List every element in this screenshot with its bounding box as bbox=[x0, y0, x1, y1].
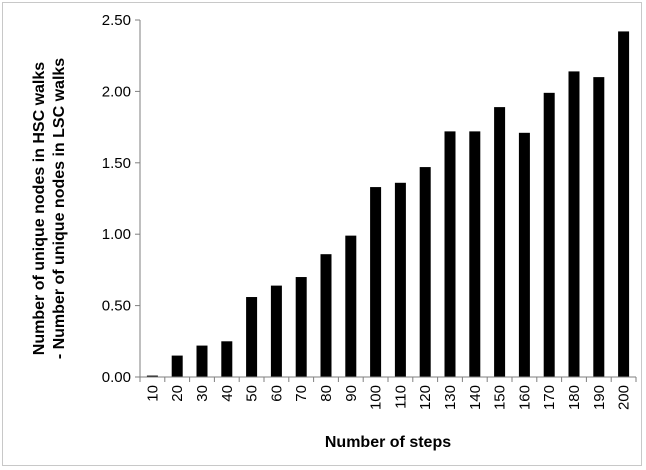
x-tick-label: 140 bbox=[467, 385, 484, 410]
x-tick-label: 90 bbox=[343, 385, 360, 402]
x-tick-label: 70 bbox=[293, 385, 310, 402]
bar-160 bbox=[518, 132, 530, 377]
x-tick-label: 10 bbox=[144, 385, 161, 402]
bar-40 bbox=[221, 341, 233, 377]
x-tick-label: 40 bbox=[219, 385, 236, 402]
x-tick-label: 60 bbox=[268, 385, 285, 402]
x-tick-label: 150 bbox=[492, 385, 509, 410]
x-tick-label: 180 bbox=[566, 385, 583, 410]
y-tick-label: 2.50 bbox=[102, 12, 131, 29]
bar-80 bbox=[320, 254, 332, 377]
y-tick-label: 1.50 bbox=[102, 155, 131, 172]
bar-20 bbox=[171, 355, 183, 377]
y-tick-label: 0.50 bbox=[102, 298, 131, 315]
bar-190 bbox=[593, 77, 605, 378]
y-tick-label: 2.00 bbox=[102, 83, 131, 100]
x-tick-label: 130 bbox=[442, 385, 459, 410]
x-tick-label: 120 bbox=[417, 385, 434, 410]
bar-60 bbox=[270, 285, 282, 377]
chart-frame bbox=[2, 2, 642, 466]
x-tick-label: 110 bbox=[392, 385, 409, 409]
bar-50 bbox=[246, 297, 258, 377]
x-tick-label: 190 bbox=[591, 385, 608, 410]
bar-170 bbox=[543, 92, 555, 377]
x-tick-label: 170 bbox=[541, 385, 558, 410]
x-axis-title: Number of steps bbox=[325, 434, 451, 451]
y-axis-title-line-2: - Number of unique nodes in LSC walks bbox=[51, 58, 68, 359]
x-tick-label: 30 bbox=[194, 385, 211, 402]
x-tick-label: 20 bbox=[169, 385, 186, 402]
bar-150 bbox=[494, 107, 506, 378]
bars bbox=[146, 31, 630, 378]
x-tick-label: 100 bbox=[368, 385, 385, 410]
x-tick-label: 50 bbox=[244, 385, 261, 402]
bar-70 bbox=[295, 277, 307, 377]
y-axis-title-line-1: Number of unique nodes in HSC walks bbox=[31, 62, 48, 355]
x-tick-label: 80 bbox=[318, 385, 335, 402]
bar-10 bbox=[146, 375, 158, 377]
y-tick-label: 1.00 bbox=[102, 226, 131, 243]
x-tick-label: 160 bbox=[516, 385, 533, 410]
bar-110 bbox=[394, 182, 406, 377]
bar-120 bbox=[419, 167, 431, 377]
y-tick-label: 0.00 bbox=[102, 369, 131, 386]
bar-30 bbox=[196, 345, 208, 377]
y-axis-ticks: 0.00 0.50 1.00 1.50 2.00 2.50 bbox=[102, 12, 140, 386]
x-tick-label: 200 bbox=[616, 385, 633, 410]
bar-200 bbox=[618, 31, 630, 377]
bar-140 bbox=[469, 131, 481, 377]
bar-90 bbox=[345, 235, 357, 377]
bar-180 bbox=[568, 71, 580, 377]
bar-100 bbox=[370, 187, 382, 377]
x-axis-ticks: 10 20 30 40 50 60 70 80 90 100 110 120 130 140 150 160 1… bbox=[139, 377, 637, 410]
bar-130 bbox=[444, 131, 456, 377]
